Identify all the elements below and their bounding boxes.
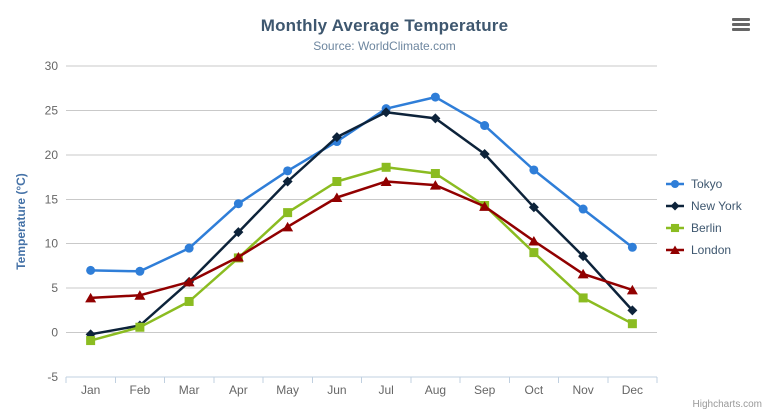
- x-axis-label: Oct: [525, 383, 544, 397]
- data-point-london[interactable]: [85, 292, 97, 303]
- y-axis-title: Temperature (°C): [14, 173, 28, 270]
- data-point-tokyo[interactable]: [627, 242, 637, 252]
- triangle-legend-marker-icon: [666, 245, 684, 255]
- x-axis-label: Apr: [229, 383, 248, 397]
- x-axis-label: Feb: [130, 383, 151, 397]
- chart-title: Monthly Average Temperature: [260, 16, 509, 35]
- series-line-berlin[interactable]: [89, 166, 634, 342]
- data-point-tokyo[interactable]: [480, 121, 490, 131]
- data-point-berlin[interactable]: [283, 208, 293, 218]
- data-point-tokyo[interactable]: [529, 165, 539, 175]
- square-legend-marker-icon: [666, 223, 684, 233]
- legend-label: Berlin: [691, 221, 722, 235]
- credits-link[interactable]: Highcharts.com: [692, 399, 762, 410]
- x-axis-label: Jul: [378, 383, 393, 397]
- y-axis-label: 10: [45, 237, 59, 251]
- y-axis-label: 15: [45, 192, 59, 206]
- data-point-new-york[interactable]: [430, 113, 441, 124]
- legend: Tokyo New York Berlin London: [666, 173, 742, 261]
- data-point-tokyo[interactable]: [430, 92, 440, 102]
- data-point-london[interactable]: [626, 284, 638, 295]
- data-point-london[interactable]: [528, 236, 540, 246]
- data-point-berlin[interactable]: [578, 293, 588, 303]
- y-axis-label: 20: [45, 148, 59, 162]
- data-point-london[interactable]: [134, 290, 146, 300]
- data-point-berlin[interactable]: [430, 169, 440, 179]
- data-point-new-york[interactable]: [381, 107, 392, 118]
- legend-item-new-york[interactable]: New York: [666, 195, 742, 217]
- y-axis-label: 25: [45, 103, 59, 117]
- data-point-tokyo[interactable]: [283, 166, 293, 176]
- legend-item-berlin[interactable]: Berlin: [666, 217, 742, 239]
- data-point-london[interactable]: [380, 176, 392, 187]
- diamond-legend-marker-icon: [666, 201, 684, 211]
- legend-item-london[interactable]: London: [666, 239, 742, 261]
- data-point-berlin[interactable]: [381, 162, 391, 172]
- data-point-tokyo[interactable]: [135, 266, 145, 276]
- chart-subtitle: Source: WorldClimate.com: [313, 39, 456, 53]
- x-axis-label: Mar: [179, 383, 200, 397]
- data-point-new-york[interactable]: [479, 148, 490, 159]
- data-point-tokyo[interactable]: [578, 204, 588, 214]
- legend-label: New York: [691, 199, 742, 213]
- legend-label: London: [691, 243, 732, 257]
- data-point-london[interactable]: [577, 268, 589, 279]
- data-point-berlin[interactable]: [135, 322, 145, 332]
- x-axis-label: Sep: [474, 383, 496, 397]
- x-axis-label: Dec: [622, 383, 643, 397]
- data-point-london[interactable]: [331, 192, 343, 203]
- data-point-london[interactable]: [479, 201, 491, 211]
- y-axis-label: 5: [51, 281, 58, 295]
- data-point-tokyo[interactable]: [233, 199, 243, 209]
- data-point-london[interactable]: [429, 180, 441, 190]
- data-point-london[interactable]: [232, 252, 244, 262]
- data-point-london[interactable]: [183, 276, 195, 287]
- data-point-tokyo[interactable]: [184, 243, 194, 253]
- legend-label: Tokyo: [691, 177, 723, 191]
- context-menu-button[interactable]: [729, 14, 755, 36]
- data-point-berlin[interactable]: [332, 177, 342, 187]
- data-point-new-york[interactable]: [282, 176, 293, 187]
- circle-legend-marker-icon: [666, 179, 684, 189]
- y-axis-label: 0: [51, 326, 58, 340]
- x-axis-label: May: [276, 383, 299, 397]
- data-point-berlin[interactable]: [529, 248, 539, 258]
- data-point-tokyo[interactable]: [86, 265, 96, 275]
- data-point-london[interactable]: [282, 221, 294, 232]
- data-point-berlin[interactable]: [184, 296, 194, 306]
- y-axis-label: 30: [45, 59, 59, 73]
- hamburger-icon: [732, 17, 752, 31]
- x-axis-label: Jun: [327, 383, 346, 397]
- data-point-berlin[interactable]: [627, 319, 637, 329]
- data-point-new-york[interactable]: [233, 227, 244, 238]
- data-point-new-york[interactable]: [578, 251, 589, 262]
- series-line-new-york[interactable]: [89, 110, 634, 336]
- data-point-new-york[interactable]: [331, 132, 342, 143]
- x-axis-label: Nov: [572, 383, 593, 397]
- series-line-tokyo[interactable]: [89, 95, 634, 273]
- data-point-new-york[interactable]: [627, 305, 638, 316]
- legend-item-tokyo[interactable]: Tokyo: [666, 173, 742, 195]
- series-line-london[interactable]: [89, 180, 634, 300]
- y-axis-label: -5: [47, 370, 58, 384]
- x-axis-label: Aug: [425, 383, 446, 397]
- x-axis-label: Jan: [81, 383, 100, 397]
- data-point-berlin[interactable]: [86, 336, 96, 346]
- data-point-new-york[interactable]: [528, 202, 539, 213]
